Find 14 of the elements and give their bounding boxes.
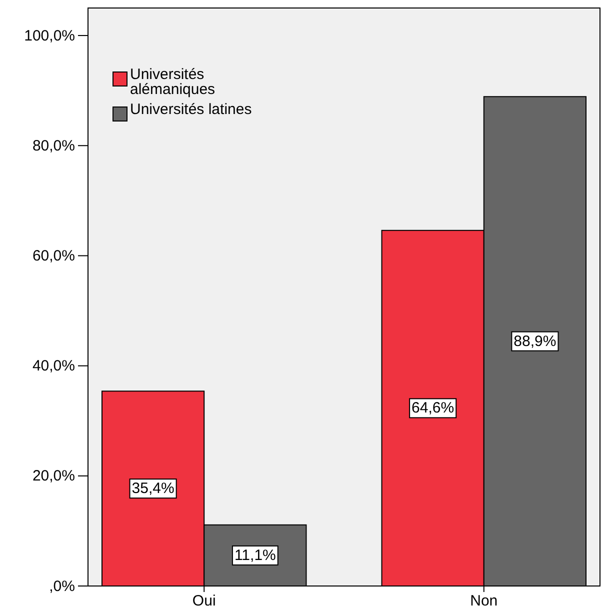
data-label: 88,9% [514,332,556,350]
y-tick-label: 80,0% [32,137,75,154]
legend-label: Universités alémaniques [130,66,216,98]
y-tick-label: 100,0% [24,27,75,44]
data-label: 35,4% [132,480,174,498]
legend-label: Universités latines [130,101,252,118]
data-label: 11,1% [234,546,276,564]
y-tick-label: ,0% [49,578,75,595]
data-label: 64,6% [412,400,454,417]
y-tick-label: 20,0% [32,468,75,485]
x-tick-label: Non [470,592,498,610]
y-tick-label: 40,0% [32,358,75,375]
y-tick-label: 60,0% [32,248,75,265]
x-tick-label: Oui [192,592,216,610]
